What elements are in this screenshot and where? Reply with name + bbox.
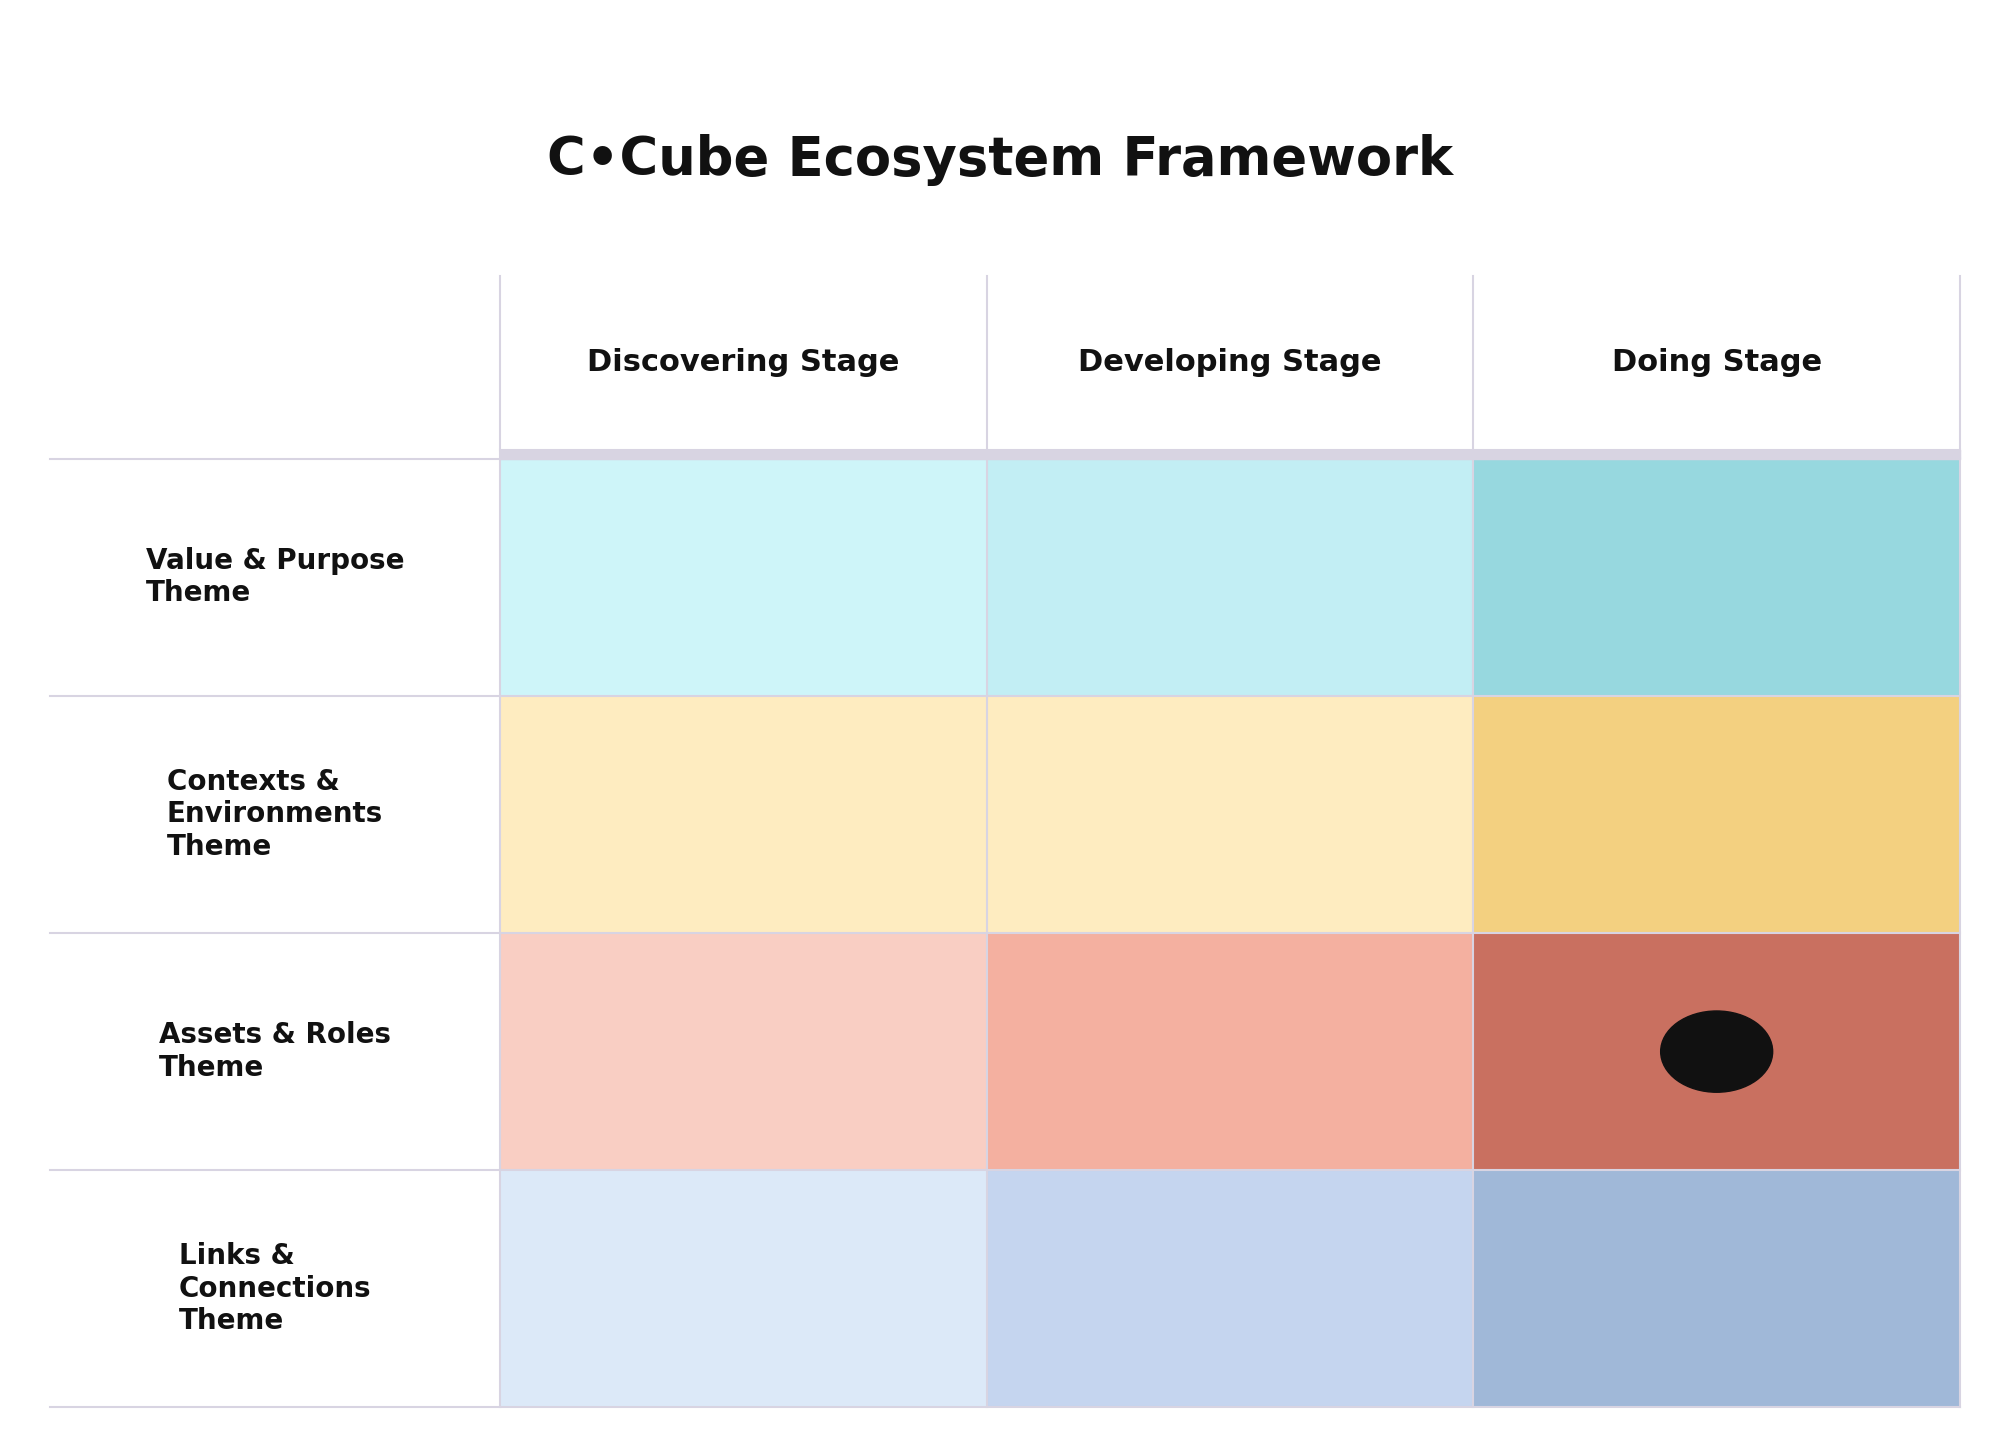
Bar <box>1474 459 1960 696</box>
Text: Links &
Connections
Theme: Links & Connections Theme <box>178 1242 372 1335</box>
Bar <box>500 933 986 1170</box>
Bar <box>500 459 986 696</box>
Bar <box>1474 696 1960 933</box>
Bar <box>1474 933 1960 1170</box>
Bar <box>1474 1170 1960 1407</box>
Text: Discovering Stage: Discovering Stage <box>588 348 900 377</box>
Circle shape <box>1660 1011 1772 1093</box>
Text: C•Cube Ecosystem Framework: C•Cube Ecosystem Framework <box>548 133 1452 186</box>
Text: Developing Stage: Developing Stage <box>1078 348 1382 377</box>
Text: Assets & Roles
Theme: Assets & Roles Theme <box>160 1022 392 1082</box>
Text: Value & Purpose
Theme: Value & Purpose Theme <box>146 547 404 608</box>
Bar <box>986 933 1474 1170</box>
Bar <box>500 696 986 933</box>
Bar <box>986 459 1474 696</box>
Bar <box>986 1170 1474 1407</box>
Bar <box>986 696 1474 933</box>
Text: Contexts &
Environments
Theme: Contexts & Environments Theme <box>166 768 384 860</box>
Text: Doing Stage: Doing Stage <box>1612 348 1822 377</box>
Bar <box>500 1170 986 1407</box>
